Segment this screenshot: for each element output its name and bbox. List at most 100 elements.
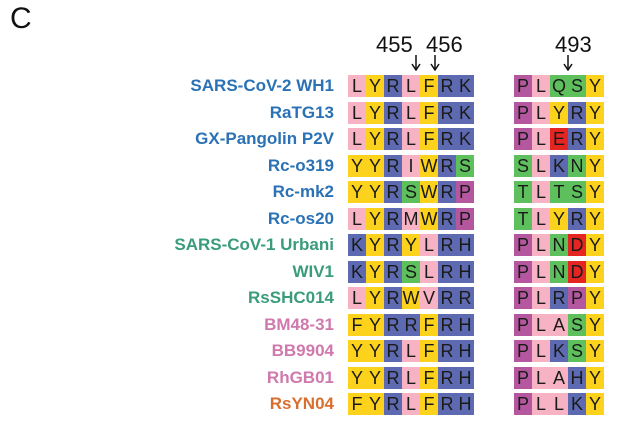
residue-cell: L (532, 234, 550, 256)
residue-cell: R (438, 128, 456, 150)
residue-cell: Y (586, 287, 604, 309)
residue-cell: Y (586, 314, 604, 336)
residue-cell: M (402, 208, 420, 230)
residue-cell: R (438, 287, 456, 309)
residue-cell: L (402, 340, 420, 362)
species-label: RhGB01 (266, 368, 334, 387)
residue-cell: R (384, 208, 402, 230)
residue-cell: K (456, 75, 474, 97)
species-label: SARS-CoV-1 Urbani (174, 235, 334, 254)
residue-cell: R (568, 208, 586, 230)
residue-cell: R (438, 181, 456, 203)
residue-cell: H (456, 367, 474, 389)
residue-cell: R (384, 367, 402, 389)
residue-cell: K (348, 261, 366, 283)
residue-cell: Y (366, 75, 384, 97)
residue-cell: L (348, 208, 366, 230)
arrow-down-icon (430, 55, 440, 71)
residue-cell: P (456, 181, 474, 203)
residue-cell: R (384, 393, 402, 415)
residue-cell: R (384, 261, 402, 283)
residue-cell: S (514, 155, 532, 177)
arrow-down-icon (563, 55, 573, 71)
residue-cell: S (568, 340, 586, 362)
residue-cell: K (550, 340, 568, 362)
residue-cell: R (438, 102, 456, 124)
residue-cell: N (568, 155, 586, 177)
residue-cell: P (568, 287, 586, 309)
residue-cell: R (568, 128, 586, 150)
position-label-493: 493 (555, 32, 592, 57)
residue-cell: I (402, 155, 420, 177)
residue-cell: R (438, 367, 456, 389)
residue-cell: Y (586, 261, 604, 283)
residue-cell: R (384, 75, 402, 97)
residue-cell: L (532, 208, 550, 230)
residue-cell: L (532, 181, 550, 203)
residue-cell: H (568, 367, 586, 389)
residue-cell: F (420, 393, 438, 415)
residue-cell: S (456, 155, 474, 177)
residue-cell: P (514, 102, 532, 124)
residue-cell: W (420, 208, 438, 230)
residue-cell: Y (586, 367, 604, 389)
residue-cell: Y (348, 181, 366, 203)
residue-cell: R (438, 208, 456, 230)
residue-cell: L (532, 128, 550, 150)
residue-cell: F (420, 102, 438, 124)
residue-cell: E (550, 128, 568, 150)
residue-cell: Y (550, 102, 568, 124)
residue-cell: R (438, 393, 456, 415)
residue-cell: Y (348, 155, 366, 177)
residue-cell: H (456, 340, 474, 362)
residue-cell: P (514, 393, 532, 415)
residue-cell: T (514, 181, 532, 203)
residue-cell: Y (586, 393, 604, 415)
residue-cell: R (438, 314, 456, 336)
residue-cell: Y (586, 208, 604, 230)
residue-cell: R (438, 261, 456, 283)
residue-cell: H (456, 314, 474, 336)
residue-cell: Y (348, 367, 366, 389)
species-label: RsYN04 (269, 394, 334, 413)
residue-cell: R (402, 314, 420, 336)
residue-cell: S (568, 314, 586, 336)
residue-cell: P (514, 340, 532, 362)
residue-cell: Y (366, 181, 384, 203)
residue-cell: P (456, 208, 474, 230)
residue-cell: Q (550, 75, 568, 97)
residue-cell: T (550, 181, 568, 203)
residue-cell: L (532, 314, 550, 336)
residue-cell: Y (348, 340, 366, 362)
residue-cell: L (402, 128, 420, 150)
residue-cell: L (402, 102, 420, 124)
residue-cell: Y (366, 128, 384, 150)
species-label: SARS-CoV-2 WH1 (190, 76, 334, 95)
position-label-455: 455 (376, 32, 413, 57)
residue-cell: Y (366, 367, 384, 389)
residue-cell: S (568, 181, 586, 203)
species-label: WIV1 (292, 262, 334, 281)
residue-cell: H (456, 393, 474, 415)
residue-cell: L (402, 367, 420, 389)
residue-cell: P (514, 314, 532, 336)
residue-cell: F (420, 75, 438, 97)
residue-cell: L (420, 234, 438, 256)
residue-cell: L (402, 393, 420, 415)
residue-cell: Y (402, 234, 420, 256)
residue-cell: Y (366, 261, 384, 283)
species-label: RsSHC014 (248, 288, 334, 307)
residue-cell: P (514, 367, 532, 389)
residue-cell: R (384, 314, 402, 336)
residue-cell: F (420, 314, 438, 336)
residue-cell: W (420, 155, 438, 177)
residue-cell: R (384, 128, 402, 150)
residue-cell: R (384, 155, 402, 177)
residue-cell: L (532, 75, 550, 97)
residue-cell: P (514, 75, 532, 97)
residue-cell: H (456, 234, 474, 256)
species-label: BB9904 (271, 341, 334, 360)
position-label-456: 456 (426, 32, 463, 57)
residue-cell: Y (366, 393, 384, 415)
residue-cell: L (532, 155, 550, 177)
